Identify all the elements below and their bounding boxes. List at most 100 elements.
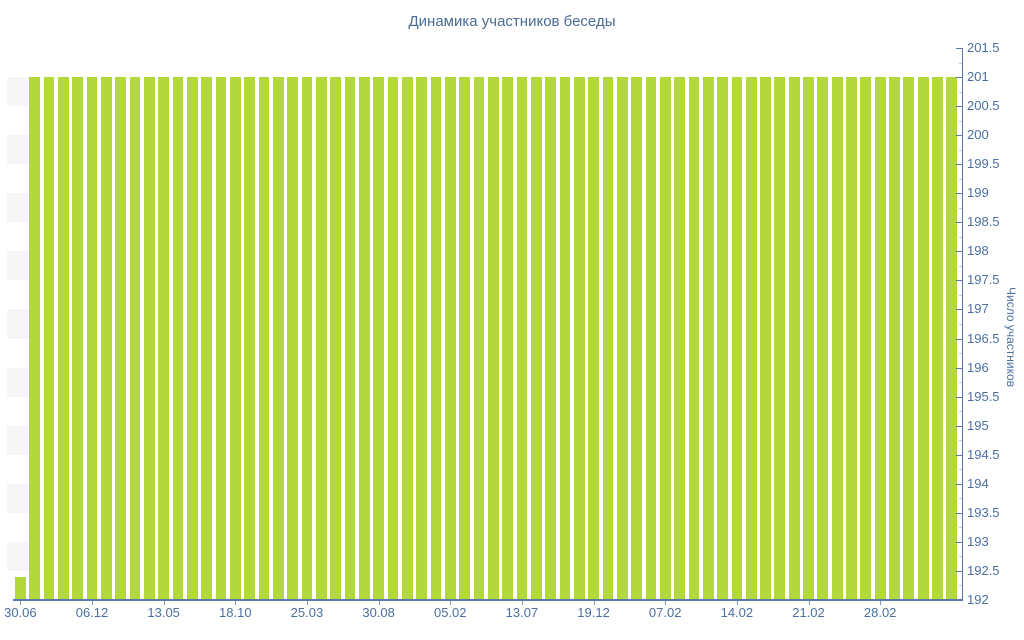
bar[interactable] (143, 77, 155, 600)
bar[interactable] (287, 77, 298, 600)
grid-band (7, 425, 29, 455)
x-tick-label: 25.03 (290, 605, 324, 620)
bar[interactable] (115, 77, 127, 600)
bar[interactable] (444, 77, 456, 600)
grid-band (7, 77, 29, 107)
bar[interactable] (387, 77, 399, 600)
bar[interactable] (932, 77, 943, 600)
bar[interactable] (674, 77, 685, 600)
bar[interactable] (373, 77, 384, 600)
bar[interactable] (215, 77, 227, 600)
bar[interactable] (43, 77, 55, 600)
bar[interactable] (860, 77, 872, 600)
x-tick-label: 21.02 (792, 605, 825, 620)
bar[interactable] (760, 77, 771, 600)
bar[interactable] (57, 77, 69, 600)
bar[interactable] (731, 77, 743, 600)
y-tick-label: 195 (967, 417, 989, 433)
bar[interactable] (473, 77, 485, 600)
chart-title: Динамика участников беседы (408, 13, 616, 30)
y-minor-tick (959, 207, 962, 209)
bar[interactable] (430, 77, 442, 600)
bar[interactable] (903, 77, 915, 600)
bar[interactable] (745, 77, 757, 600)
y-tick (956, 512, 962, 514)
y-tick (956, 164, 962, 166)
bar[interactable] (15, 576, 26, 600)
y-tick (956, 338, 962, 340)
bar[interactable] (889, 77, 900, 600)
y-tick-label: 196.5 (967, 330, 1000, 346)
bar[interactable] (344, 77, 356, 600)
bar[interactable] (588, 77, 599, 600)
x-tick (378, 601, 380, 605)
bar[interactable] (774, 77, 786, 600)
bar[interactable] (788, 77, 800, 600)
bar[interactable] (530, 77, 542, 600)
y-tick-label: 198.5 (967, 214, 1000, 230)
bar[interactable] (817, 77, 829, 600)
bar[interactable] (258, 77, 270, 600)
y-axis-title: Число участников (1004, 287, 1018, 388)
bar[interactable] (244, 77, 255, 600)
bar[interactable] (717, 77, 728, 600)
bar[interactable] (416, 77, 427, 600)
bar[interactable] (459, 77, 470, 600)
y-minor-tick (959, 411, 962, 413)
bar[interactable] (172, 77, 184, 600)
y-tick (956, 222, 962, 224)
y-minor-tick (959, 120, 962, 122)
bar[interactable] (559, 77, 571, 600)
bar[interactable] (72, 77, 84, 600)
bar[interactable] (315, 77, 327, 600)
bar[interactable] (330, 77, 341, 600)
bar[interactable] (186, 77, 198, 600)
grid-band (7, 135, 29, 165)
y-tick-label: 192.5 (967, 562, 1000, 578)
y-minor-tick (959, 236, 962, 238)
grid-band (7, 367, 29, 397)
bar[interactable] (158, 77, 170, 600)
x-tick (163, 601, 165, 605)
bar[interactable] (573, 77, 585, 600)
x-tick (235, 601, 237, 605)
bar[interactable] (401, 77, 413, 600)
y-tick (956, 193, 962, 195)
x-tick (450, 601, 452, 605)
bar[interactable] (272, 77, 284, 600)
bar[interactable] (616, 77, 628, 600)
bar[interactable] (502, 77, 513, 600)
bar[interactable] (659, 77, 671, 600)
bar[interactable] (917, 77, 929, 600)
bar[interactable] (645, 77, 657, 600)
y-tick (956, 541, 962, 543)
bar[interactable] (229, 77, 241, 600)
bar[interactable] (831, 77, 843, 600)
bar[interactable] (545, 77, 556, 600)
bar[interactable] (874, 77, 886, 600)
x-tick (521, 601, 523, 605)
bar[interactable] (86, 77, 98, 600)
bar[interactable] (631, 77, 642, 600)
bar[interactable] (602, 77, 614, 600)
bar[interactable] (201, 77, 212, 600)
bar[interactable] (301, 77, 313, 600)
bar[interactable] (29, 77, 41, 600)
bar[interactable] (100, 77, 112, 600)
bar[interactable] (487, 77, 499, 600)
bar[interactable] (946, 77, 958, 600)
x-tick (736, 601, 738, 605)
bar[interactable] (516, 77, 528, 600)
grid-band (7, 483, 29, 513)
bar[interactable] (803, 77, 814, 600)
y-tick (956, 367, 962, 369)
x-tick (306, 601, 308, 605)
y-tick (956, 280, 962, 282)
y-minor-tick (959, 382, 962, 384)
bar[interactable] (846, 77, 857, 600)
bar[interactable] (688, 77, 700, 600)
bar[interactable] (702, 77, 714, 600)
bar[interactable] (358, 77, 370, 600)
bar[interactable] (129, 77, 141, 600)
